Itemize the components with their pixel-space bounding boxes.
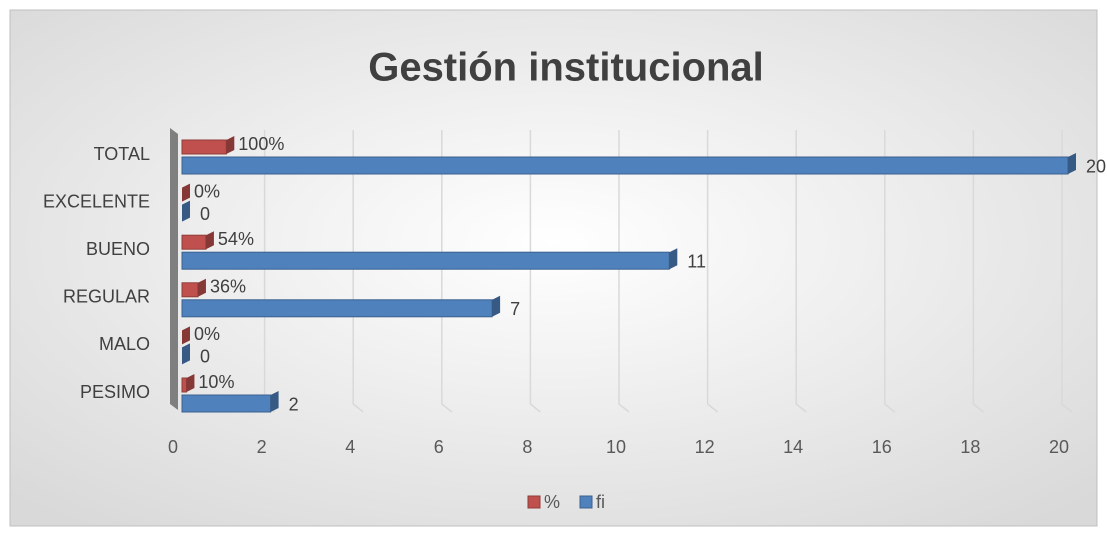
bar xyxy=(181,374,195,393)
x-tick-label: 8 xyxy=(522,437,532,457)
bar xyxy=(182,200,190,222)
bar xyxy=(182,343,190,365)
bar-side xyxy=(197,278,206,297)
bar xyxy=(181,136,235,155)
bar-front xyxy=(181,377,187,393)
x-tick-label: 6 xyxy=(434,437,444,457)
y-tick-label: EXCELENTE xyxy=(43,191,150,211)
data-label: 0 xyxy=(200,204,210,224)
y-tick-label: TOTAL xyxy=(94,144,150,164)
bar xyxy=(181,231,214,250)
bar xyxy=(181,391,279,413)
grid-line xyxy=(706,130,719,413)
bar-front xyxy=(181,394,272,413)
legend-swatch xyxy=(527,495,541,509)
x-tick-label: 18 xyxy=(960,437,980,457)
bar-side xyxy=(669,248,678,270)
grid-line xyxy=(529,130,541,413)
data-label: 11 xyxy=(687,251,706,271)
x-tick-label: 2 xyxy=(257,437,267,457)
y-tick-label: REGULAR xyxy=(63,287,150,307)
grid-line xyxy=(1061,130,1073,413)
data-label: 0% xyxy=(194,181,220,201)
bar-front xyxy=(181,234,207,250)
x-tick-label: 20 xyxy=(1049,437,1069,457)
bar-side xyxy=(182,326,190,345)
grid-line xyxy=(972,130,984,413)
axis-wall xyxy=(170,128,178,410)
bar-side xyxy=(270,391,279,412)
bar-front xyxy=(181,282,199,298)
grid-line xyxy=(884,130,896,413)
bar xyxy=(181,153,1076,175)
bar xyxy=(182,326,190,345)
grid-line xyxy=(795,130,807,413)
legend-swatch xyxy=(579,495,593,509)
data-label: 36% xyxy=(210,277,246,297)
bar xyxy=(182,183,190,202)
bar xyxy=(181,278,206,298)
bar xyxy=(181,248,678,270)
bar-side xyxy=(182,183,190,202)
data-label: 0 xyxy=(200,347,210,367)
bar-side xyxy=(492,295,501,317)
bar-front xyxy=(181,139,227,155)
data-label: 20 xyxy=(1086,156,1106,176)
x-tick-label: 0 xyxy=(168,437,178,457)
y-tick-label: MALO xyxy=(99,334,150,354)
x-tick-label: 4 xyxy=(345,437,355,457)
bar-front xyxy=(181,251,670,270)
grid-line xyxy=(441,130,453,413)
x-tick-label: 12 xyxy=(695,437,715,457)
x-tick-label: 10 xyxy=(606,437,626,457)
grid-line xyxy=(352,130,364,413)
bar xyxy=(181,295,501,318)
data-label: 2 xyxy=(289,394,299,414)
y-tick-label: BUENO xyxy=(86,239,150,259)
legend-label: % xyxy=(544,492,560,512)
data-label: 54% xyxy=(218,229,254,249)
data-label: 10% xyxy=(198,372,234,392)
bar-front xyxy=(181,299,493,318)
legend-label: fi xyxy=(596,492,605,512)
data-label: 100% xyxy=(238,134,284,154)
data-label: 0% xyxy=(194,324,220,344)
chart-title: Gestión institucional xyxy=(368,46,764,90)
grid-line xyxy=(618,130,630,413)
bar-side xyxy=(182,343,190,365)
bar-side xyxy=(205,231,214,250)
y-tick-label: PESIMO xyxy=(80,382,150,402)
bar-front xyxy=(181,156,1069,175)
bar-side xyxy=(1068,153,1076,174)
bar-side xyxy=(186,374,195,392)
bar-side xyxy=(182,200,190,222)
x-tick-label: 16 xyxy=(872,437,892,457)
data-label: 7 xyxy=(510,299,520,319)
bar-side xyxy=(226,136,235,154)
x-tick-label: 14 xyxy=(783,437,803,457)
